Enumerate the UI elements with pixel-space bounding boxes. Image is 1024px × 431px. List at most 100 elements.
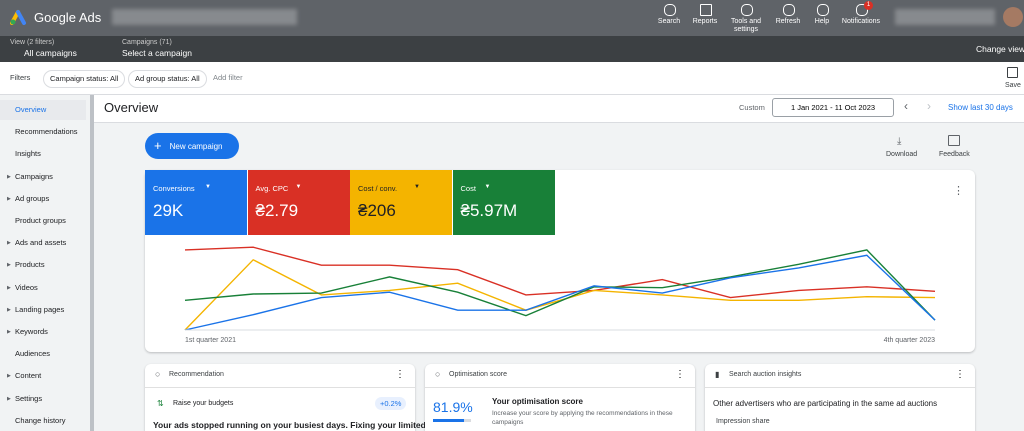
nav-item[interactable]: ▶ Ad groups	[0, 189, 86, 209]
metric-tile[interactable]: Avg. CPC ▼ ₴2.79	[247, 170, 350, 235]
nav-item[interactable]: ▶ Ads and assets	[0, 233, 86, 253]
nav-item[interactable]: ▶ Content	[0, 366, 86, 386]
view-label: View (2 filters)	[10, 39, 55, 46]
bulb-icon: ○	[435, 369, 441, 379]
next[interactable]: ›	[927, 99, 931, 113]
expand-arrow: ▶	[7, 306, 11, 313]
expand-arrow: ▶	[7, 395, 11, 402]
new-campaign-label: New campaign	[169, 142, 223, 151]
nav-label: Product groups	[15, 216, 66, 225]
divider	[425, 387, 695, 388]
product-name: Google Ads	[34, 10, 102, 25]
metric-tile[interactable]: Cost / conv. ▼ ₴206	[350, 170, 452, 235]
divider	[145, 387, 415, 388]
expand-arrow: ▶	[7, 173, 11, 180]
recommendation-card: Recommendation ○ ⋮ Raise your budgets ⇅ …	[145, 364, 426, 431]
card-title: Optimisation score	[449, 371, 507, 378]
change-view[interactable]: Change view	[976, 44, 1024, 54]
download[interactable]: Download	[886, 151, 918, 158]
nav-item[interactable]: Insights	[0, 144, 86, 164]
card-title: Search auction insights	[729, 371, 802, 378]
top-bar: Google Ads Search Reports Tools and settin…	[0, 0, 1024, 36]
metric-tile[interactable]: Cost ▼ ₴5.97M	[452, 170, 555, 235]
nav-label: Products	[15, 260, 45, 270]
nav-item[interactable]: Overview	[0, 100, 86, 120]
nav-item[interactable]: ▶ Landing pages	[0, 300, 86, 320]
nav-label: Keywords	[15, 327, 48, 336]
tool-label[interactable]: Notifications	[841, 18, 881, 25]
logo	[10, 10, 26, 25]
avatar[interactable]	[1003, 7, 1023, 27]
tool-label[interactable]: Search	[657, 18, 681, 25]
divider	[705, 387, 975, 388]
nav-item[interactable]: Change history	[0, 411, 86, 431]
campaigns-value[interactable]: Select a campaign	[122, 48, 192, 58]
x-start-label: 1st quarter 2021	[185, 337, 236, 344]
nav-label: Insights	[15, 149, 41, 159]
metric-dropdown: ▼	[414, 184, 420, 190]
date-range[interactable]: 1 Jan 2021 - 11 Oct 2023	[772, 98, 894, 117]
metric-value: 29K	[153, 201, 184, 220]
tool-icon	[700, 4, 712, 16]
nav-label: Content	[15, 371, 42, 381]
uplift: +0.2%	[375, 397, 407, 410]
download-icon: ⤓	[897, 136, 902, 147]
show-last[interactable]: Show last 30 days	[948, 103, 1013, 112]
feedback[interactable]: Feedback	[939, 151, 970, 158]
score-track	[433, 419, 471, 422]
new-campaign[interactable]: + New campaign	[145, 133, 239, 159]
filter-chip[interactable]: Campaign status: All	[43, 70, 126, 88]
tool-label[interactable]: Tools and settings	[731, 18, 761, 33]
auction-metric[interactable]: Impression share	[716, 418, 770, 425]
tool-label[interactable]: Help	[814, 18, 830, 25]
notification-badge: 1	[864, 1, 873, 10]
more-menu[interactable]: ⋮	[955, 369, 965, 380]
nav-label: Videos	[15, 282, 38, 292]
nav-item[interactable]: ▶ Keywords	[0, 322, 86, 342]
more-menu[interactable]: ⋮	[675, 369, 685, 380]
series-line	[184, 246, 936, 299]
nav-item[interactable]: ▶ Videos	[0, 278, 86, 298]
nav-item[interactable]: Audiences	[0, 344, 86, 364]
score-bar	[433, 419, 465, 422]
feedback-icon	[948, 135, 960, 146]
score-text: Increase your score by applying the reco…	[492, 410, 673, 426]
nav-item[interactable]: ▶ Campaigns	[0, 167, 86, 187]
nav-label: Settings	[15, 393, 43, 403]
expand-arrow: ▶	[7, 284, 11, 291]
metric-tile[interactable]: Conversions ▼ 29K	[145, 170, 247, 235]
tool-icon	[856, 4, 868, 16]
metric-value: ₴2.79	[255, 201, 299, 220]
metric-name: Avg. CPC	[255, 184, 289, 193]
tool-label[interactable]: Refresh	[775, 18, 801, 25]
add-filter[interactable]: Add filter	[213, 73, 243, 82]
range-type: Custom	[739, 103, 765, 112]
optimisation-card: Optimisation score ○ ⋮ 81.9% Your optimi…	[425, 364, 695, 431]
tool-label[interactable]: Reports	[692, 18, 718, 25]
series-line	[184, 254, 936, 331]
more-menu[interactable]: ⋮	[953, 185, 964, 197]
overview-bar: Overview Custom 1 Jan 2021 - 11 Oct 2023…	[94, 95, 1024, 123]
sidebar: Overview Recommendations Insights ▶ Campaign…	[0, 95, 94, 431]
metric-dropdown: ▼	[205, 184, 211, 190]
expand-arrow: ▶	[7, 262, 11, 269]
nav-item[interactable]: Product groups	[0, 211, 86, 231]
x-end-label: 4th quarter 2023	[884, 337, 935, 344]
prev[interactable]: ‹	[904, 99, 908, 113]
nav-item[interactable]: ▶ Products	[0, 255, 86, 275]
score-heading: Your optimisation score	[492, 397, 583, 406]
nav-item[interactable]: ▶ Settings	[0, 389, 86, 409]
nav-item[interactable]: Recommendations	[0, 122, 86, 142]
view-value[interactable]: All campaigns	[24, 48, 77, 58]
filter-chip[interactable]: Ad group status: All	[128, 70, 207, 88]
rec-item: Raise your budgets	[173, 400, 234, 407]
save[interactable]: Save	[1005, 82, 1021, 89]
nav-label: Landing pages	[15, 304, 65, 314]
tool-icon	[741, 4, 753, 16]
filter-bar: Filters Campaign status: All Ad group st…	[0, 62, 1024, 95]
page-title: Overview	[104, 100, 159, 115]
series-line	[184, 249, 936, 321]
more-menu[interactable]: ⋮	[395, 369, 405, 380]
metric-value: ₴206	[358, 201, 396, 220]
